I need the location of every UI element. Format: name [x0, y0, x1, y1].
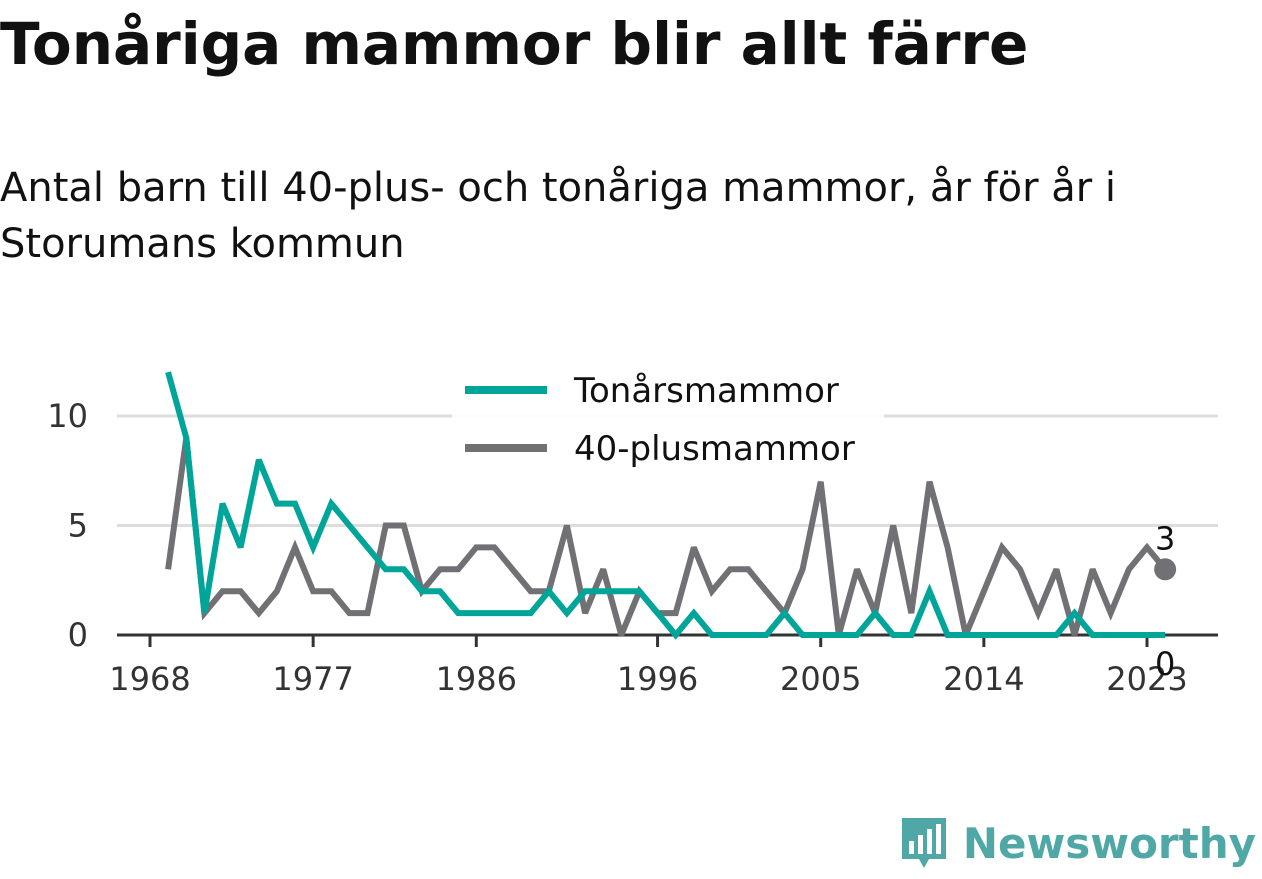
series-line-teen [165, 371, 1166, 640]
x-axis: 1968 1977 1986 1996 2005 2014 2023 [109, 633, 1218, 698]
y-tick-label: 10 [47, 397, 88, 435]
chart-title: Tonåriga mammor blir allt färre [0, 10, 1029, 78]
series-line-plus40 [165, 437, 1168, 637]
x-tick-label: 2005 [780, 660, 861, 698]
y-tick-label: 0 [68, 616, 88, 654]
x-tick-label: 1977 [272, 660, 353, 698]
y-tick-label: 5 [68, 507, 88, 545]
line-chart: 0 5 10 1968 1977 1986 1996 2005 2014 2023 Tonårs… [47, 365, 1218, 698]
brand-logo: Newsworthy [899, 815, 1256, 871]
legend-label-teen: Tonårsmammor [573, 371, 839, 411]
x-tick-label: 2014 [943, 660, 1024, 698]
end-labels: 30 [1154, 519, 1177, 683]
end-label-plus40: 3 [1155, 519, 1175, 557]
newsworthy-logo-icon [901, 818, 946, 868]
legend-label-plus40: 40-plusmammor [574, 429, 855, 469]
chart-subtitle: Antal barn till 40-plus- och tonåriga ma… [0, 165, 1117, 267]
legend: Tonårsmammor 40-plusmammor [452, 365, 884, 481]
end-label-teen: 0 [1155, 645, 1175, 683]
brand-name: Newsworthy [962, 818, 1256, 868]
x-tick-label: 1986 [436, 660, 517, 698]
legend-background [452, 365, 884, 481]
end-point-plus40 [1154, 558, 1177, 581]
x-tick-label: 1996 [617, 660, 698, 698]
series-lines [165, 371, 1168, 640]
x-tick-label: 2023 [1106, 660, 1187, 698]
x-tick-label: 1968 [109, 660, 190, 698]
